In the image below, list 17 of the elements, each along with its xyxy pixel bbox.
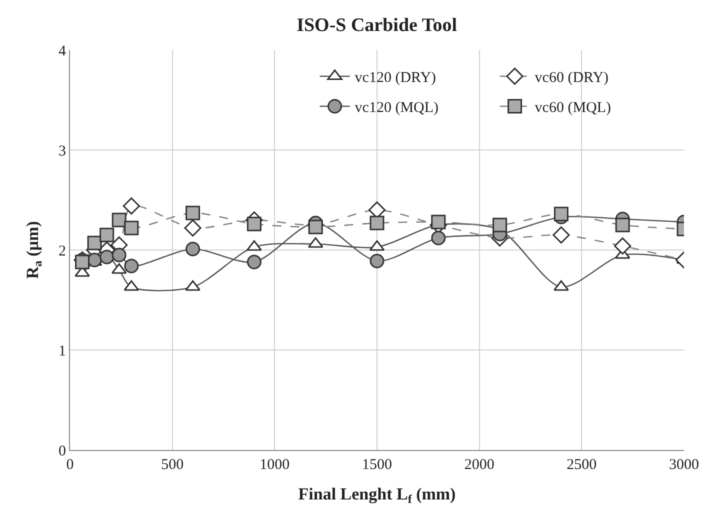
- x-tick-label: 2500: [566, 457, 597, 473]
- legend-label: vc120 (DRY): [354, 70, 436, 86]
- y-tick-label: 3: [58, 143, 66, 160]
- y-tick-label: 4: [58, 43, 66, 60]
- legend-label: vc120 (MQL): [354, 100, 439, 116]
- y-tick-label: 2: [58, 243, 66, 260]
- legend-label: vc60 (DRY): [534, 70, 609, 86]
- x-tick-label: 1500: [362, 457, 392, 473]
- x-axis-title: Final Lenght L$_{f}$ (mm): [298, 484, 456, 506]
- x-tick-label: 1000: [260, 457, 290, 473]
- chart-title: ISO-S Carbide Tool: [296, 15, 458, 36]
- x-tick-label: 2000: [464, 457, 494, 473]
- legend-label: vc60 (MQL): [534, 100, 612, 116]
- x-tick-label: 3000: [669, 457, 699, 473]
- y-tick-label: 1: [58, 343, 66, 360]
- y-tick-label: 0: [58, 443, 66, 460]
- x-tick-label: 500: [161, 457, 184, 473]
